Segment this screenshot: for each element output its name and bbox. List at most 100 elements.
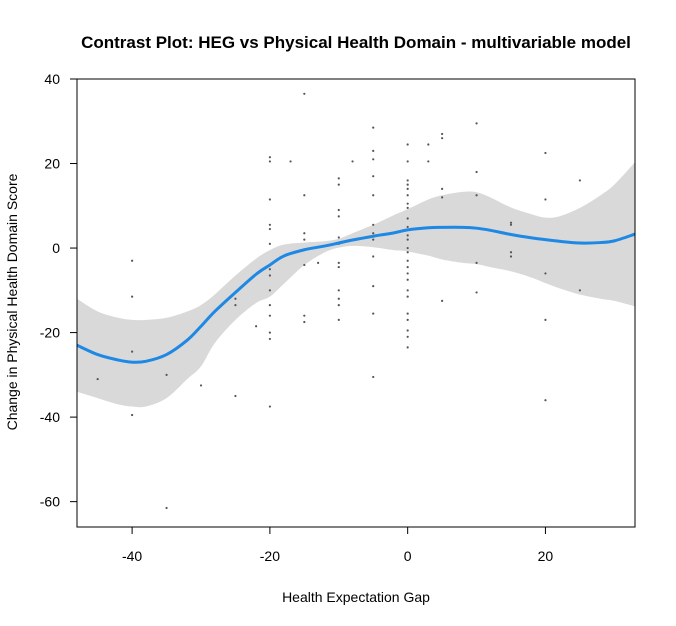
data-point [475,170,478,174]
data-point [372,194,375,197]
y-axis-label: Change in Physical Health Domain Score [4,173,20,430]
fit-line [77,225,635,364]
data-point [131,413,134,417]
data-point [475,122,478,125]
data-point [268,160,271,163]
data-point [406,295,409,298]
data-point [337,208,340,212]
data-point [406,225,409,229]
data-point [303,263,306,267]
data-point [234,297,237,300]
y-tick-label: 40 [44,71,60,87]
data-point [406,179,409,182]
data-point [337,261,340,264]
data-point [268,268,271,271]
data-point [372,223,375,226]
data-point [406,346,409,349]
data-point [406,289,409,292]
data-point [544,318,547,322]
data-point [268,198,271,201]
x-tick-label: -20 [260,548,280,564]
axes: -40 -20 0 20 -60 -40 -20 0 20 40 [40,71,554,564]
data-point [406,246,409,250]
data-point [337,297,340,300]
data-point [303,194,306,197]
data-point [268,274,271,277]
data-point [406,234,409,237]
data-point [303,314,306,317]
data-point [427,143,430,146]
data-point [96,377,99,381]
data-point [544,272,547,275]
data-point [406,265,409,269]
data-point [337,304,340,307]
data-point [268,405,271,408]
data-point [509,221,513,224]
data-point [406,194,409,197]
data-point [406,335,409,338]
data-point [406,160,409,163]
data-point [372,312,375,315]
data-point [427,160,430,163]
data-point [475,261,478,264]
data-point [578,179,581,182]
data-point [303,238,306,241]
data-point [372,126,375,129]
data-point [406,259,409,262]
data-point [317,261,320,264]
data-point [268,156,271,159]
data-point [372,232,375,235]
data-point [441,299,444,302]
data-point [475,291,478,294]
data-point [303,92,306,95]
data-point [337,183,340,186]
data-point [406,183,409,186]
data-point [372,175,375,178]
data-point [544,198,547,201]
data-point [509,223,513,226]
data-point [441,132,444,136]
x-axis-label: Health Expectation Gap [282,589,430,605]
data-point [337,215,340,218]
x-tick-label: 20 [538,548,554,564]
data-point [268,331,271,334]
data-point [268,242,271,245]
data-point [199,384,203,387]
data-point [337,265,340,269]
data-point [406,318,409,322]
data-point [509,251,513,254]
data-point [406,329,409,332]
data-point [406,312,409,315]
data-point [268,304,271,307]
confidence-band [77,162,635,408]
data-point [351,160,354,163]
chart-title: Contrast Plot: HEG vs Physical Health Do… [81,33,631,52]
data-point [268,314,271,317]
data-point [303,232,306,235]
data-point [372,284,375,288]
data-point [131,350,134,353]
data-point [234,394,237,398]
x-tick-label: 0 [404,548,412,564]
y-tick-label: -40 [40,409,60,425]
data-point [544,151,547,155]
data-point [131,259,134,262]
data-point [268,223,271,226]
data-point [509,255,513,258]
data-point [406,251,409,254]
data-point [441,137,444,140]
data-point [475,194,478,197]
data-point [337,236,340,239]
data-point [441,187,444,190]
data-point [441,196,444,199]
data-point [578,289,581,292]
data-point [406,238,409,241]
plot-area [77,92,635,510]
data-point [406,187,409,190]
data-point [406,206,409,210]
data-point [544,399,547,402]
data-point [372,158,375,161]
data-point [165,506,168,510]
y-tick-label: 20 [44,156,60,172]
